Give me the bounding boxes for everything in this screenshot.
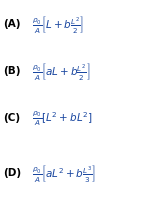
Text: $\frac{\rho_0}{A}\left[L+b\frac{L^2}{2}\right]$: $\frac{\rho_0}{A}\left[L+b\frac{L^2}{2}\… — [32, 14, 84, 35]
Text: (D): (D) — [3, 168, 21, 178]
Text: $\frac{\rho_0}{A}\left[L^2+bL^2\right]$: $\frac{\rho_0}{A}\left[L^2+bL^2\right]$ — [32, 109, 93, 128]
Text: (B): (B) — [3, 66, 20, 76]
Text: (A): (A) — [3, 19, 20, 30]
Text: $\frac{\rho_0}{A}\left[aL+b\frac{L^2}{2}\right]$: $\frac{\rho_0}{A}\left[aL+b\frac{L^2}{2}… — [32, 61, 91, 82]
Text: $\frac{\rho_0}{A}\left[aL^2+b\frac{L^3}{3}\right]$: $\frac{\rho_0}{A}\left[aL^2+b\frac{L^3}{… — [32, 163, 96, 184]
Text: (C): (C) — [3, 113, 20, 123]
